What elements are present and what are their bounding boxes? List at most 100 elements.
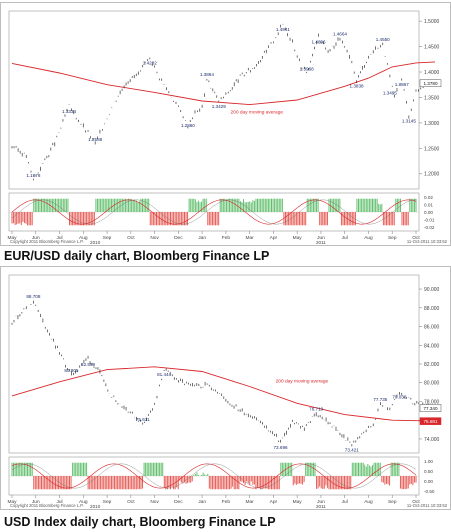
price-annotation: 1.2860	[181, 123, 195, 128]
x-tick-label: Mar	[246, 499, 255, 505]
y-tick-label: 1.3500	[424, 95, 440, 101]
oscillator-signal-line	[11, 199, 417, 225]
y-tick-label: 1.4000	[424, 70, 440, 76]
x-tick-label: Jul	[56, 235, 62, 241]
price-annotation: 76.719	[309, 406, 323, 411]
main-plot-frame	[8, 274, 420, 454]
x-tick-label: Aug	[79, 235, 88, 241]
x-tick-label: Oct	[412, 235, 420, 241]
oscillator-tick-label: 0.02	[424, 195, 433, 200]
price-annotation: 79.038	[392, 395, 406, 400]
x-tick-label: Jul	[56, 499, 62, 505]
y-tick-label: 1.2000	[424, 172, 440, 178]
y-tick-label: 74.000	[424, 437, 440, 443]
x-tick-label: Dec	[174, 235, 183, 241]
price-annotation: 1.4941	[276, 27, 290, 32]
x-tick-label: Jul	[342, 235, 348, 241]
x-tick-label: Aug	[364, 499, 373, 505]
oscillator-tick-label: -0.02	[424, 225, 435, 230]
price-annotation: 73.421	[345, 447, 359, 452]
price-annotation: 1.4282	[143, 61, 157, 66]
x-tick-label: Apr	[270, 499, 278, 505]
price-series	[11, 300, 434, 447]
x-tick-label: Jan	[198, 235, 206, 241]
usd-index-figure: 90.000 88.000 86.000 84.000 82.000 80.000 78.0…	[0, 266, 451, 510]
price-annotation: 1.3429	[212, 104, 226, 109]
price-annotation: 80.805	[64, 368, 78, 373]
y-tick-label: 88.000	[424, 306, 440, 312]
price-annotation: 1.3867	[395, 82, 409, 87]
price-annotation: 1.4696	[312, 40, 326, 45]
y-tick-label: 84.000	[424, 343, 440, 349]
year-label: 2010	[90, 504, 101, 509]
price-annotation: 75.611	[136, 417, 150, 422]
x-tick-label: May	[293, 499, 303, 505]
oscillator-tick-label: 1.00	[424, 459, 433, 464]
oscillator-tick-label: 0.00	[424, 479, 433, 484]
oscillator-bars	[11, 462, 417, 490]
x-tick-label: Dec	[174, 499, 183, 505]
oscillator-main-line	[11, 199, 417, 225]
eurusd-caption: EUR/USD daily chart, Bloomberg Finance L…	[0, 248, 451, 264]
oscillator-tick-label: 0.00	[424, 210, 433, 215]
price-annotation: 1.3864	[200, 72, 214, 77]
copyright-footer: Copyright 2011 Bloomberg Finance L.P.	[10, 239, 84, 244]
x-tick-label: Aug	[364, 235, 373, 241]
y-tick-label: 1.2500	[424, 146, 440, 152]
x-tick-label: Jun	[32, 235, 40, 241]
x-tick-label: Aug	[79, 499, 88, 505]
oscillator-signal-line	[11, 463, 417, 489]
current-value-box	[419, 404, 442, 412]
price-annotation: 1.3334	[62, 109, 76, 114]
current-value-box	[419, 79, 442, 87]
y-tick-label: 1.4500	[424, 45, 440, 51]
x-tick-label: Jan	[198, 499, 206, 505]
year-label: 2011	[316, 240, 326, 245]
x-tick-label: Sep	[388, 499, 397, 505]
price-annotation: 1.4550	[376, 37, 390, 42]
price-annotation: 1.3968	[300, 67, 314, 72]
ma-value-box	[419, 417, 442, 425]
y-tick-label: 86.000	[424, 325, 440, 331]
timestamp-footer: 11-Oct-2011 10:33:53	[407, 503, 448, 508]
x-tick-label: Sep	[103, 235, 112, 241]
ma-value-label: 75.881	[423, 419, 437, 424]
current-value-label: 1.3780	[423, 81, 437, 86]
x-tick-label: Sep	[388, 235, 397, 241]
moving-average-line	[11, 366, 436, 422]
price-annotation: 1.3145	[402, 119, 416, 124]
timestamp-footer: 11-Oct-2011 10:33:52	[407, 239, 448, 244]
x-tick-label: Sep	[103, 499, 112, 505]
current-value-label: 77.340	[423, 406, 437, 411]
price-annotation: 1.4664	[333, 31, 347, 36]
price-annotation: 1.1876	[26, 173, 40, 178]
x-tick-label: May	[7, 499, 17, 505]
x-tick-label: May	[293, 235, 303, 241]
x-tick-label: Jun	[317, 499, 325, 505]
x-tick-label: Oct	[412, 499, 420, 505]
price-annotation: 81.444	[157, 372, 171, 377]
moving-average-line	[11, 61, 436, 106]
x-tick-label: Nov	[150, 235, 159, 241]
price-annotation: 82.559	[81, 362, 95, 367]
price-annotation: 1.3495	[383, 91, 397, 96]
price-annotation: 1.2588	[88, 137, 102, 142]
oscillator-tick-label: -0.01	[424, 218, 435, 223]
y-tick-label: 1.3000	[424, 121, 440, 127]
price-annotation: 77.735	[373, 397, 387, 402]
x-tick-label: Jun	[32, 499, 40, 505]
x-tick-label: Oct	[127, 235, 135, 241]
y-tick-label: 78.000	[424, 399, 440, 405]
x-tick-label: Feb	[222, 235, 231, 241]
x-tick-label: Nov	[150, 499, 159, 505]
year-label: 2011	[316, 504, 326, 509]
oscillator-tick-label: 0.50	[424, 469, 433, 474]
usd-index-chart: 90.000 88.000 86.000 84.000 82.000 80.000 78.0…	[7, 274, 448, 509]
copyright-footer: Copyright 2011 Bloomberg Finance L.P.	[10, 503, 84, 508]
oscillator-tick-label: 0.01	[424, 203, 433, 208]
price-annotation: 88.708	[26, 294, 40, 299]
eurusd-figure: 1.5000 1.4500 1.4000 1.3500 1.3000 1.2500 1.20…	[0, 2, 451, 246]
x-tick-label: Mar	[246, 235, 255, 241]
x-tick-label: Jun	[317, 235, 325, 241]
y-tick-label: 1.5000	[424, 19, 440, 25]
